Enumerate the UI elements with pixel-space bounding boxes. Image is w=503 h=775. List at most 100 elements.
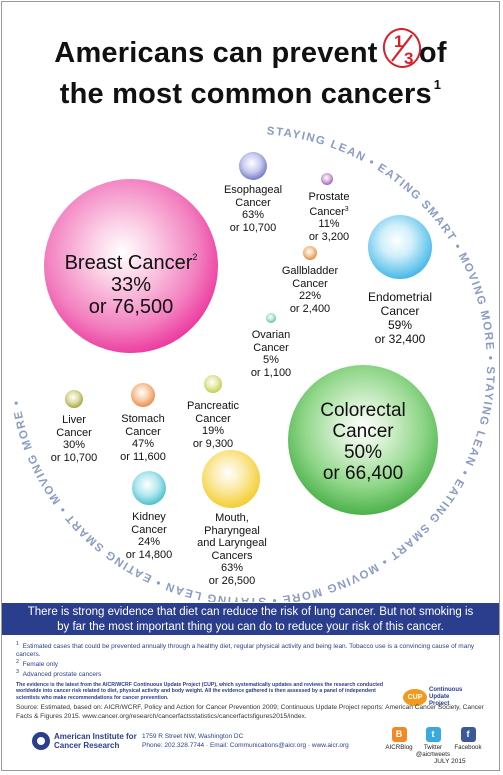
ovarian-cases: or 1,100: [250, 366, 292, 379]
blog-icon: B: [391, 727, 407, 742]
blog-label: AICRBlog: [385, 744, 413, 751]
label-kidney: Kidney Cancer 24% or 14,800: [114, 511, 184, 561]
page-title: Americans can prevent 1 3 of the most co…: [2, 28, 499, 110]
bubble-ovarian: [266, 313, 276, 323]
ovarian-percent: 5%: [263, 354, 279, 366]
footnote-2: 2 Female only: [16, 658, 486, 669]
prostate-name2: Cancer: [309, 205, 345, 218]
label-stomach: Stomach Cancer 47% or 11,600: [108, 413, 178, 463]
address-line-2: Phone: 202.328.7744 · Email: Communicati…: [142, 741, 349, 749]
one-third-circled: 1 3: [382, 28, 422, 68]
kidney-name2: Cancer: [131, 523, 167, 536]
label-gallbladder: Gallbladder Cancer 22% or 2,400: [274, 265, 346, 315]
liver-cases: or 10,700: [50, 451, 98, 464]
twitter-label: Twitter: [423, 744, 443, 751]
cup-line-2: Update: [429, 693, 450, 700]
esophageal-cases: or 10,700: [229, 221, 277, 234]
title-suffix: of: [418, 37, 447, 69]
gallbladder-percent: 22%: [298, 290, 322, 302]
prostate-cases: or 3,200: [308, 230, 350, 243]
source-note: Source: Estimated, based on: AICR/WCRF, …: [16, 704, 484, 720]
title-footnote-marker: 1: [433, 77, 442, 92]
prostate-note: 3: [344, 205, 349, 213]
bubble-liver: [65, 390, 83, 408]
label-breast: Breast Cancer2 33% or 76,500: [62, 246, 200, 318]
banner-line-1: There is strong evidence that diet can r…: [27, 606, 474, 618]
pancreatic-cases: or 9,300: [192, 437, 234, 450]
label-mouth: Mouth, Pharyngeal and Laryngeal Cancers …: [188, 512, 276, 587]
endometrial-percent: 59%: [387, 318, 413, 332]
mouth-name4: Cancers: [211, 549, 253, 562]
mouth-percent: 63%: [220, 562, 244, 574]
stomach-cases: or 11,600: [120, 450, 166, 463]
bubble-prostate: [321, 173, 333, 185]
pancreatic-name: Pancreatic: [187, 400, 239, 412]
twitter-icon: t: [425, 727, 441, 742]
label-liver: Liver Cancer 30% or 10,700: [42, 414, 106, 464]
label-ovarian: Ovarian Cancer 5% or 1,100: [240, 329, 302, 379]
endometrial-name2: Cancer: [380, 304, 420, 318]
bubble-pancreatic: [204, 375, 222, 393]
title-line-1: Americans can prevent 1 3 of: [2, 28, 499, 69]
colorectal-name2: Cancer: [332, 421, 394, 442]
footnote-1-marker: 1: [16, 641, 20, 647]
aicr-name-line-1: American Institute for: [54, 732, 137, 741]
lung-cancer-banner: There is strong evidence that diet can r…: [2, 603, 499, 635]
bubble-esophageal: [239, 152, 267, 180]
facebook-icon: f: [460, 727, 476, 742]
ovarian-name: Ovarian: [251, 329, 291, 341]
footnote-3-text: Advanced prostate cancers: [22, 671, 102, 679]
bubble-endometrial: [368, 215, 432, 279]
bubble-colorectal: [288, 365, 438, 515]
cup-badge: CUP: [403, 689, 427, 706]
kidney-name: Kidney: [132, 511, 166, 523]
bubble-stomach: [131, 383, 155, 407]
breast-name-text: Breast Cancer: [64, 252, 193, 274]
esophageal-percent: 63%: [241, 209, 265, 221]
breast-percent: 33%: [110, 274, 152, 296]
mouth-name: Mouth,: [215, 512, 249, 524]
endometrial-name: Endometrial: [367, 290, 433, 304]
colorectal-cases: or 66,400: [322, 463, 404, 484]
mouth-name2: Pharyngeal: [204, 524, 260, 537]
cup-logo: CUP Continuous Update Project: [403, 686, 493, 710]
footnote-1: 1 Estimated cases that could be prevente…: [16, 640, 486, 659]
pancreatic-percent: 19%: [201, 425, 225, 437]
footnote-3-marker: 3: [16, 669, 20, 675]
label-colorectal: Colorectal Cancer 50% or 66,400: [298, 400, 428, 484]
liver-percent: 30%: [62, 439, 86, 451]
liver-name: Liver: [62, 414, 86, 426]
banner-line-2: by far the most important thing you can …: [57, 620, 444, 633]
gallbladder-name2: Cancer: [292, 277, 328, 290]
label-prostate: Prostate Cancer3 11% or 3,200: [294, 191, 364, 243]
stomach-name: Stomach: [121, 413, 165, 425]
colorectal-percent: 50%: [343, 442, 383, 463]
cup-line-1: Continuous: [429, 687, 463, 693]
address-line-1: 1759 R Street NW, Washington DC: [142, 733, 244, 740]
social-blog[interactable]: B AICRBlog: [379, 727, 419, 751]
aicr-name: American Institute for Cancer Research: [54, 732, 137, 750]
footnote-1-text: Estimated cases that could be prevented …: [16, 643, 475, 659]
title-line-2: the most common cancers 1: [2, 69, 499, 110]
breast-name: Breast Cancer2: [62, 246, 200, 274]
gallbladder-name: Gallbladder: [281, 265, 339, 277]
gallbladder-cases: or 2,400: [289, 302, 331, 315]
facebook-label: Facebook: [454, 744, 482, 751]
esophageal-name2: Cancer: [235, 196, 271, 209]
twitter-handle: @aicrtweets: [415, 751, 451, 758]
social-twitter[interactable]: t Twitter @aicrtweets: [413, 727, 453, 758]
esophageal-name: Esophageal: [223, 184, 283, 196]
publication-date: JULY 2015: [434, 758, 466, 765]
prostate-percent: 11%: [318, 218, 340, 230]
aicr-emblem-icon: [32, 732, 50, 750]
kidney-cases: or 14,800: [125, 548, 173, 561]
social-facebook[interactable]: f Facebook: [448, 727, 488, 751]
pancreatic-name2: Cancer: [195, 412, 231, 425]
label-esophageal: Esophageal Cancer 63% or 10,700: [214, 184, 292, 234]
stomach-name2: Cancer: [125, 425, 161, 438]
org-address: 1759 R Street NW, Washington DC Phone: 2…: [142, 733, 349, 750]
evidence-note: The evidence is the latest from the AICR…: [16, 682, 384, 701]
endometrial-cases: or 32,400: [374, 332, 426, 346]
bubble-kidney: [132, 471, 166, 505]
footnote-2-text: Female only: [22, 661, 59, 669]
